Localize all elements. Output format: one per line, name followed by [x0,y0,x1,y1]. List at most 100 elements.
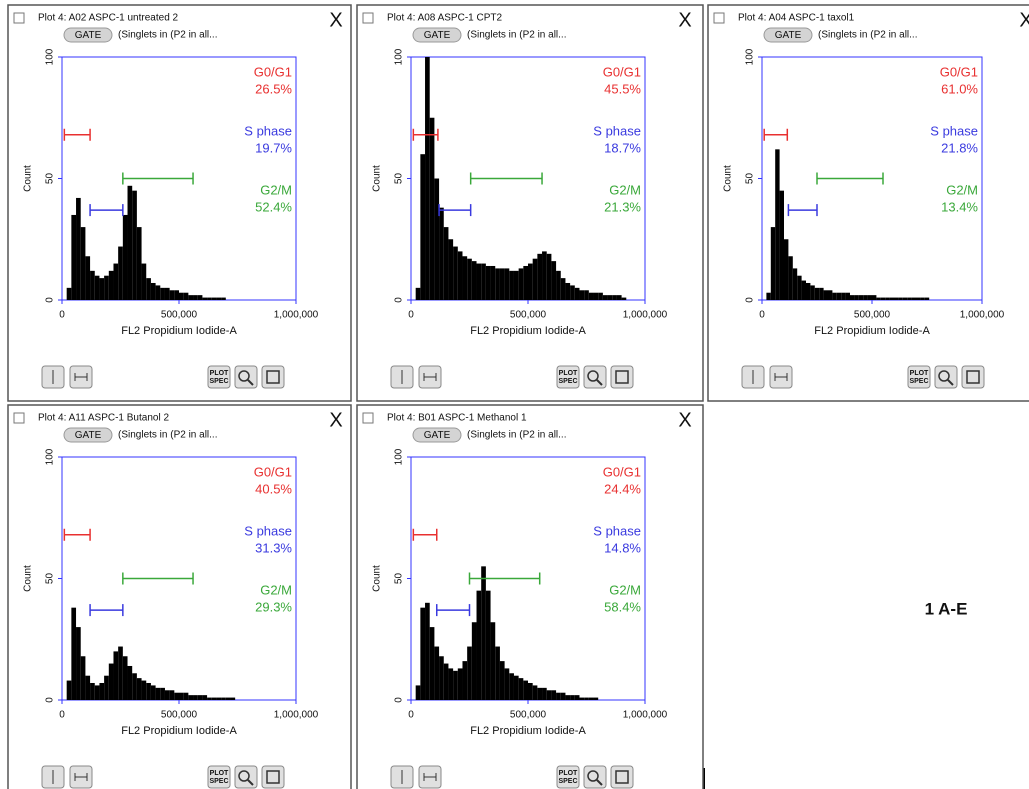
gate-name: S phase [244,523,292,538]
gate-button[interactable] [412,27,462,43]
plot-spec-label[interactable]: PLOT [910,370,929,377]
zoom-button[interactable] [234,765,258,789]
panel: Plot 4: A04 ASPC-1 taxol1 X GATE (Singlets … [707,4,1029,402]
bar [76,627,81,700]
gate-button-label[interactable]: GATE [424,430,451,441]
gate-button-label[interactable]: GATE [424,30,451,41]
bar [443,663,449,700]
plot-spec-label[interactable]: SPEC [558,378,577,385]
bar [434,178,440,300]
fit-button[interactable] [610,765,634,789]
plot-spec-label[interactable]: PLOT [559,770,578,777]
bar [448,239,454,300]
gate-button[interactable] [63,427,113,443]
bar [876,297,881,300]
y-axis-label: Count [23,565,34,592]
plot-title: Plot 4: A08 ASPC-1 CPT2 [387,13,502,24]
bar [499,268,505,300]
bar [94,275,100,300]
bar [584,290,589,300]
y-tick-label: 50 [45,173,56,185]
gate-percent: 18.7% [604,140,641,155]
checkbox[interactable] [13,12,25,24]
bar [113,263,119,300]
gate-button[interactable] [763,27,813,43]
plot-spec-label[interactable]: SPEC [909,378,928,385]
icon [966,370,980,384]
gate-button[interactable] [412,427,462,443]
icon [947,379,954,386]
zoom-button[interactable] [583,765,607,789]
plot-spec-label[interactable]: SPEC [558,778,577,785]
fit-button[interactable] [261,765,285,789]
close-button[interactable]: X [678,9,691,31]
plot-spec-button[interactable] [207,765,231,789]
bar [784,239,789,300]
plot-spec-label[interactable]: PLOT [210,770,229,777]
y-tick-label: 50 [45,573,56,585]
plot-spec-button[interactable] [556,765,580,789]
plot-spec-label[interactable]: PLOT [559,370,578,377]
y-tick-label: 100 [394,448,405,465]
checkbox[interactable] [13,412,25,424]
fit-button[interactable] [961,365,985,389]
gate-marker [763,128,789,141]
bar [202,297,208,300]
gate-button[interactable] [63,27,113,43]
plot-title: Plot 4: A04 ASPC-1 taxol1 [738,13,855,24]
plot-spec-button[interactable] [207,365,231,389]
plot-spec-label[interactable]: SPEC [209,778,228,785]
gate-percent: 40.5% [255,481,292,496]
bar [579,697,585,700]
checkbox[interactable] [362,12,374,24]
bar [118,246,123,300]
plot-spec-label[interactable]: PLOT [210,370,229,377]
x-tick-label: 0 [59,310,65,321]
panel: Plot 4: A02 ASPC-1 untreated 2 X GATE (Sing… [7,4,352,402]
fit-button[interactable] [610,365,634,389]
bar [471,622,477,700]
zoom-button[interactable] [583,365,607,389]
y-tick-label: 100 [45,448,56,465]
close-button[interactable]: X [329,9,342,31]
bar [924,297,930,300]
bar [230,697,236,700]
bar [457,668,463,700]
checkbox[interactable] [713,12,725,24]
x-tick-label: 0 [408,310,414,321]
bar [779,190,784,300]
y-tick-label: 0 [745,297,756,303]
bar [551,261,557,300]
bar [565,695,571,700]
bar [141,263,147,300]
bar [490,622,496,700]
close-button[interactable]: X [329,409,342,431]
close-button[interactable]: X [678,409,691,431]
x-tick-label: 1,000,000 [960,310,1005,321]
gate-percent: 26.5% [255,81,292,96]
zoom-button[interactable] [934,365,958,389]
plot-spec-button[interactable] [907,365,931,389]
plot-spec-button[interactable] [556,365,580,389]
gate-button-label[interactable]: GATE [775,30,802,41]
close-button[interactable]: X [1019,9,1029,31]
bar [197,295,203,300]
gate-button-label[interactable]: GATE [75,430,102,441]
plot-spec-label[interactable]: SPEC [209,378,228,385]
bar [113,651,119,700]
bar [894,297,899,300]
checkbox[interactable] [362,412,374,424]
bar [453,246,458,300]
bar [602,295,608,300]
fit-button[interactable] [261,365,285,389]
gate-name: G0/G1 [940,64,978,79]
bar [490,265,496,300]
bar [99,278,105,300]
zoom-button[interactable] [234,365,258,389]
bar [108,663,114,700]
gate-button-label[interactable]: GATE [75,30,102,41]
x-axis-label: FL2 Propidium Iodide-A [121,725,237,737]
bar [911,297,916,300]
bar [476,263,482,300]
gate-percent: 61.0% [941,81,978,96]
